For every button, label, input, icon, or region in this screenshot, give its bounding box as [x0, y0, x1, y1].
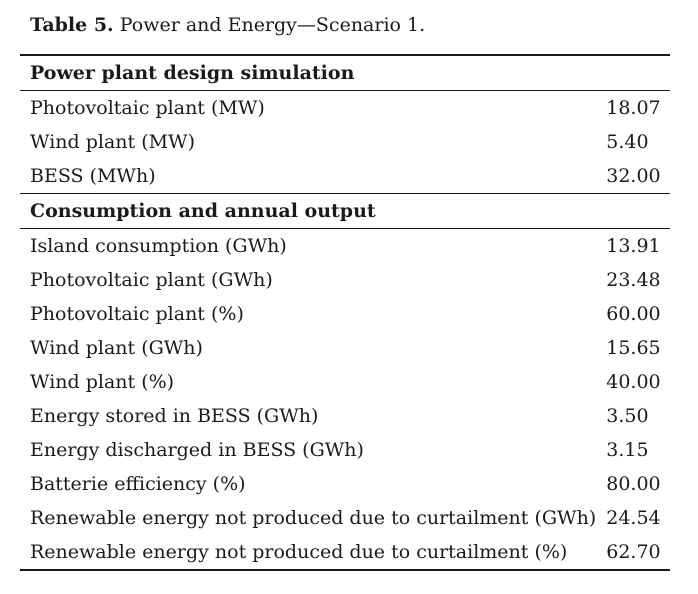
- table-row: Wind plant (%) 40.00: [20, 365, 670, 399]
- row-value: 23.48: [606, 269, 661, 291]
- row-value: 62.70: [596, 535, 670, 571]
- row-value: 18.07: [606, 97, 661, 119]
- table-row: BESS (MWh) 32.00: [20, 159, 670, 194]
- table-row: Batterie efficiency (%) 80.00: [20, 467, 670, 501]
- row-label: Energy discharged in BESS (GWh): [30, 439, 364, 461]
- row-label: Renewable energy not produced due to cur…: [30, 507, 597, 529]
- row-label: Photovoltaic plant (%): [30, 303, 244, 325]
- row-value: 40.00: [606, 371, 661, 393]
- row-label: Renewable energy not produced due to cur…: [20, 535, 597, 571]
- row-label: Photovoltaic plant (MW): [30, 97, 265, 119]
- section-title: Consumption and annual output: [20, 193, 597, 229]
- row-label: Wind plant (GWh): [30, 337, 203, 359]
- row-value: 15.65: [606, 337, 661, 359]
- row-label: Photovoltaic plant (GWh): [30, 269, 273, 291]
- row-value: 3.50: [606, 405, 649, 427]
- row-value: 32.00: [606, 165, 661, 187]
- table-row: Energy stored in BESS (GWh) 3.50: [20, 399, 670, 433]
- table-row: Wind plant (MW) 5.40: [20, 125, 670, 159]
- table-row: Renewable energy not produced due to cur…: [20, 535, 670, 571]
- row-label: BESS (MWh): [30, 165, 156, 187]
- table-row: Photovoltaic plant (GWh) 23.48: [20, 263, 670, 297]
- row-value: 80.00: [606, 473, 661, 495]
- table-caption: Table 5. Power and Energy—Scenario 1.: [30, 14, 425, 36]
- row-value: 5.40: [606, 131, 649, 153]
- row-label: Batterie efficiency (%): [30, 473, 246, 495]
- table-row: Island consumption (GWh) 13.91: [20, 229, 670, 264]
- section-title: Power plant design simulation: [20, 54, 597, 91]
- section-header-row: Power plant design simulation: [20, 54, 670, 91]
- table-row: Photovoltaic plant (MW) 18.07: [20, 91, 670, 126]
- row-label: Wind plant (MW): [30, 131, 195, 153]
- table-row: Wind plant (GWh) 15.65: [20, 331, 670, 365]
- row-value: 24.54: [606, 507, 661, 529]
- table-caption-label: Table 5.: [30, 14, 114, 36]
- row-label: Energy stored in BESS (GWh): [30, 405, 319, 427]
- section-header-row: Consumption and annual output: [20, 193, 670, 229]
- power-energy-table: Power plant design simulation Photovolta…: [20, 54, 670, 571]
- row-label: Wind plant (%): [30, 371, 175, 393]
- row-value: 3.15: [606, 439, 649, 461]
- row-label: Island consumption (GWh): [30, 235, 287, 257]
- row-value: 60.00: [606, 303, 661, 325]
- table-row: Renewable energy not produced due to cur…: [20, 501, 670, 535]
- row-value: 13.91: [606, 235, 661, 257]
- table-caption-text: Power and Energy—Scenario 1.: [119, 14, 426, 36]
- table-row: Photovoltaic plant (%) 60.00: [20, 297, 670, 331]
- table-row: Energy discharged in BESS (GWh) 3.15: [20, 433, 670, 467]
